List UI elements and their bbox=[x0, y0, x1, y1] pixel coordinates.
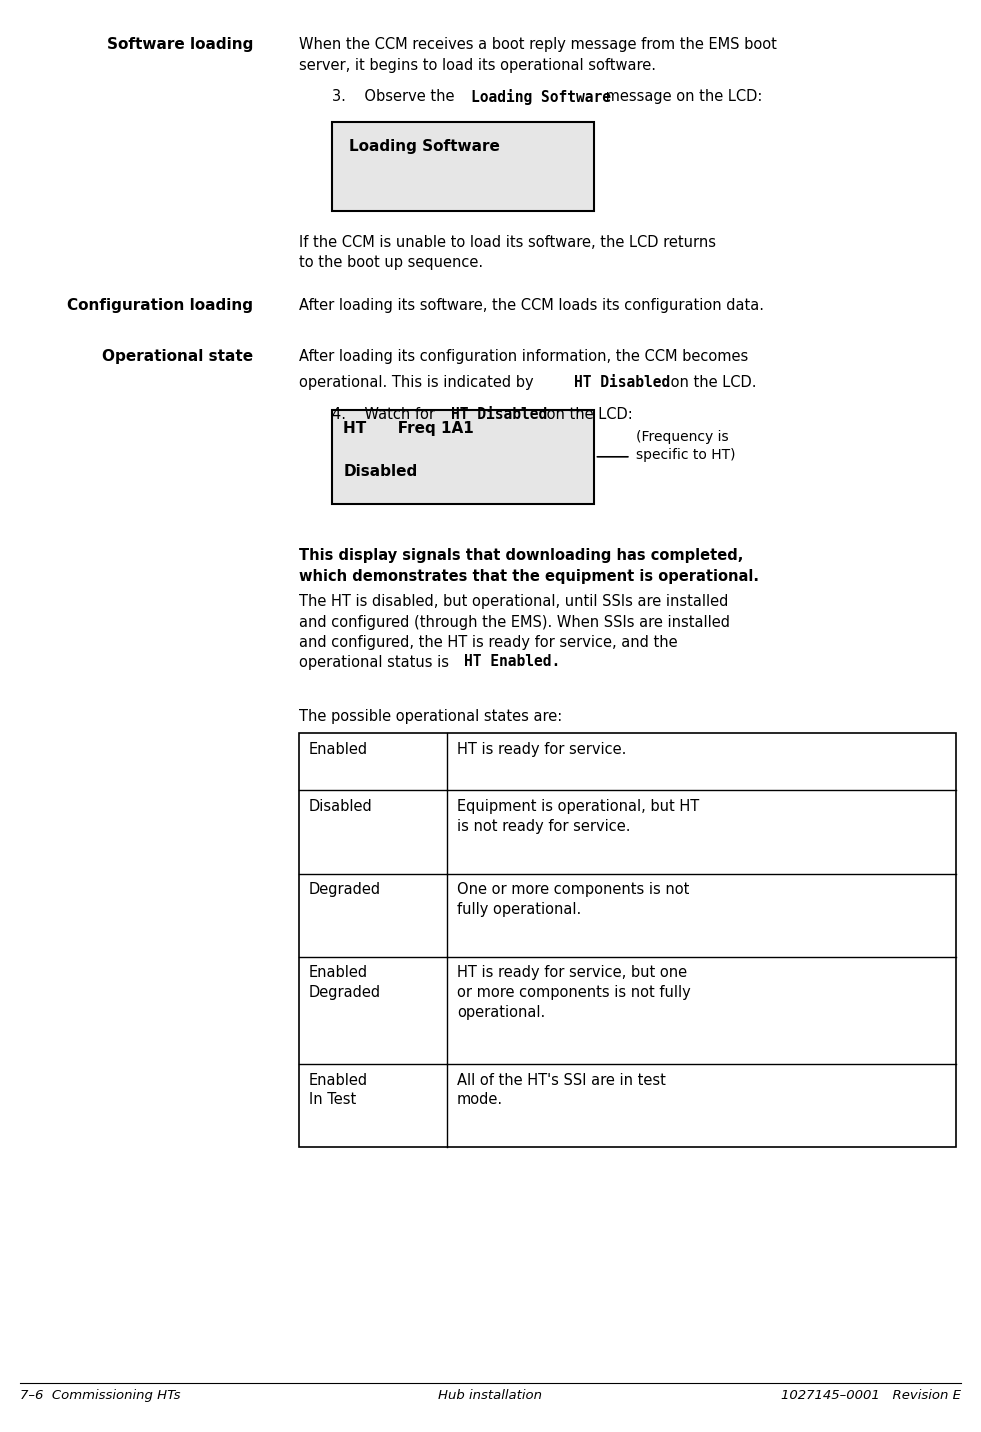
Text: Loading Software: Loading Software bbox=[471, 89, 611, 105]
Text: Equipment is operational, but HT
is not ready for service.: Equipment is operational, but HT is not … bbox=[457, 799, 699, 833]
Text: Software loading: Software loading bbox=[107, 37, 253, 52]
Text: Degraded: Degraded bbox=[309, 882, 382, 896]
Text: Enabled
Degraded: Enabled Degraded bbox=[309, 965, 382, 1000]
Text: All of the HT's SSI are in test
mode.: All of the HT's SSI are in test mode. bbox=[457, 1073, 666, 1107]
Text: When the CCM receives a boot reply message from the EMS boot
server, it begins t: When the CCM receives a boot reply messa… bbox=[299, 37, 777, 73]
Text: Hub installation: Hub installation bbox=[439, 1389, 542, 1402]
FancyBboxPatch shape bbox=[332, 122, 594, 211]
Text: Configuration loading: Configuration loading bbox=[67, 298, 253, 312]
Text: If the CCM is unable to load its software, the LCD returns
to the boot up sequen: If the CCM is unable to load its softwar… bbox=[299, 235, 716, 271]
Text: The possible operational states are:: The possible operational states are: bbox=[299, 709, 562, 723]
Text: 4.    Watch for: 4. Watch for bbox=[332, 407, 439, 421]
Text: Operational state: Operational state bbox=[102, 349, 253, 364]
Text: Disabled: Disabled bbox=[343, 464, 418, 478]
Text: (Frequency is
specific to HT): (Frequency is specific to HT) bbox=[636, 430, 735, 463]
Text: The HT is disabled, but operational, until SSIs are installed
and configured (th: The HT is disabled, but operational, unt… bbox=[299, 594, 730, 670]
Text: message on the LCD:: message on the LCD: bbox=[601, 89, 763, 103]
Text: HT Enabled.: HT Enabled. bbox=[464, 654, 560, 669]
Text: One or more components is not
fully operational.: One or more components is not fully oper… bbox=[457, 882, 690, 916]
Text: This display signals that downloading has completed,
which demonstrates that the: This display signals that downloading ha… bbox=[299, 548, 759, 584]
Text: on the LCD:: on the LCD: bbox=[542, 407, 633, 421]
Text: HT is ready for service.: HT is ready for service. bbox=[457, 742, 626, 756]
Text: HT Disabled: HT Disabled bbox=[574, 375, 670, 390]
Text: operational. This is indicated by: operational. This is indicated by bbox=[299, 375, 539, 390]
Text: HT is ready for service, but one
or more components is not fully
operational.: HT is ready for service, but one or more… bbox=[457, 965, 691, 1020]
Text: After loading its software, the CCM loads its configuration data.: After loading its software, the CCM load… bbox=[299, 298, 764, 312]
FancyBboxPatch shape bbox=[299, 733, 956, 1147]
Text: 3.    Observe the: 3. Observe the bbox=[332, 89, 459, 103]
FancyBboxPatch shape bbox=[332, 410, 594, 504]
Text: Enabled: Enabled bbox=[309, 742, 368, 756]
Text: Loading Software: Loading Software bbox=[349, 139, 500, 153]
Text: After loading its configuration information, the CCM becomes: After loading its configuration informat… bbox=[299, 349, 749, 364]
Text: HT Disabled: HT Disabled bbox=[451, 407, 547, 421]
Text: 1027145–0001   Revision E: 1027145–0001 Revision E bbox=[782, 1389, 961, 1402]
Text: Enabled
In Test: Enabled In Test bbox=[309, 1073, 368, 1107]
Text: on the LCD.: on the LCD. bbox=[666, 375, 756, 390]
Text: HT      Freq 1A1: HT Freq 1A1 bbox=[343, 421, 474, 435]
Text: Disabled: Disabled bbox=[309, 799, 373, 813]
Text: 7–6  Commissioning HTs: 7–6 Commissioning HTs bbox=[20, 1389, 181, 1402]
